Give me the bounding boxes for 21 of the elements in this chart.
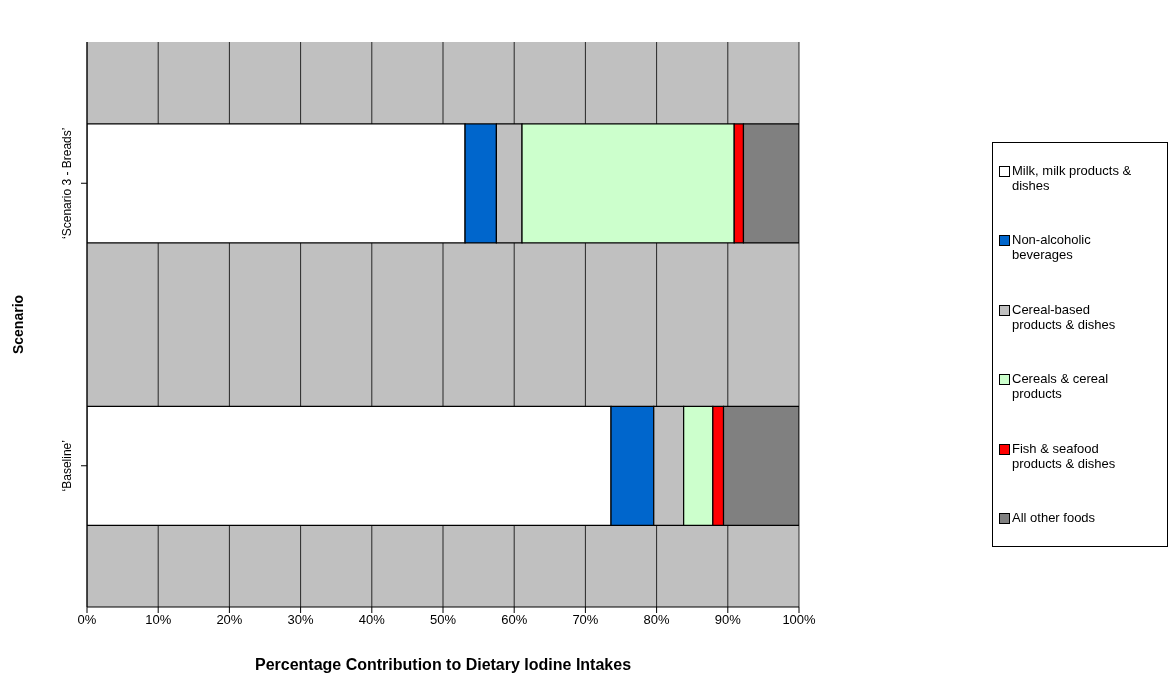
x-tick-label: 80% (643, 612, 671, 628)
legend-label: Fish & seafood products & dishes (1012, 440, 1117, 471)
x-tick-label: 60% (501, 612, 528, 628)
x-tick-label: 90% (714, 612, 742, 628)
x-tick-label: 20% (216, 612, 243, 628)
x-tick-label: 30% (287, 612, 315, 628)
x-axis-title: Percentage Contribution to Dietary Iodine Intakes (254, 656, 632, 673)
legend-label: Milk, milk products & dishes (1012, 162, 1133, 193)
y-axis-title: Scenario (9, 294, 26, 355)
legend-label: Cereals & cereal products (1012, 371, 1110, 402)
x-tick-label: 100% (782, 612, 817, 628)
x-tick-label: 70% (572, 612, 599, 628)
legend-label: All other foods (1012, 510, 1097, 526)
legend-label: Cereal-based products & dishes (1012, 301, 1117, 332)
x-tick-label: 40% (358, 612, 386, 628)
legend-label: Non-alcoholic beverages (1012, 232, 1092, 263)
y-tick-label: ‘Baseline’ (60, 440, 74, 492)
x-tick-label: 0% (77, 612, 97, 628)
y-tick-label: ‘Scenario 3 - Breads’ (60, 127, 74, 239)
x-tick-label: 50% (429, 612, 457, 628)
x-tick-label: 10% (145, 612, 172, 628)
